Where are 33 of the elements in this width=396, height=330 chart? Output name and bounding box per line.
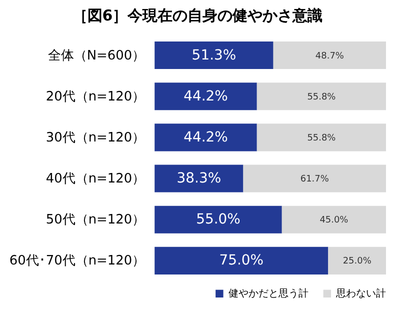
bar — [256, 82, 386, 110]
y-tick-label: 30代（n=120） — [46, 130, 146, 146]
data-label: 61.7% — [300, 174, 330, 185]
data-label: 75.0% — [219, 252, 264, 269]
chart-title: ［図6］今現在の自身の健やかさ意識 — [72, 6, 323, 24]
legend-label: 健やかだと思う計 — [228, 288, 308, 300]
data-label: 48.7% — [315, 51, 344, 62]
data-label: 44.2% — [184, 129, 228, 146]
bar — [154, 124, 257, 152]
data-label: 45.0% — [320, 216, 349, 226]
bar — [328, 246, 386, 274]
data-label: 25.0% — [342, 256, 372, 267]
bar — [154, 42, 274, 70]
data-label: 55.0% — [196, 212, 240, 228]
bar — [256, 124, 386, 152]
y-tick-label: 60代･70代（n=120） — [9, 254, 146, 269]
data-label: 44.2% — [184, 88, 228, 104]
y-tick-label: 20代（n=120） — [46, 89, 146, 104]
bar — [154, 246, 328, 274]
y-tick-label: 50代（n=120） — [46, 212, 146, 228]
y-tick-label: 全体（N=600） — [48, 48, 146, 64]
bar — [154, 164, 244, 192]
legend-label: 思わない計 — [335, 288, 386, 300]
bar — [154, 206, 282, 234]
data-label: 51.3% — [192, 47, 236, 64]
bar — [243, 164, 386, 192]
bar — [273, 42, 386, 70]
bar — [282, 206, 386, 234]
bar — [154, 82, 257, 110]
data-label: 55.8% — [307, 92, 336, 102]
data-label: 38.3% — [176, 170, 222, 187]
data-label: 55.8% — [307, 133, 336, 144]
y-tick-label: 40代（n=120） — [46, 172, 146, 187]
